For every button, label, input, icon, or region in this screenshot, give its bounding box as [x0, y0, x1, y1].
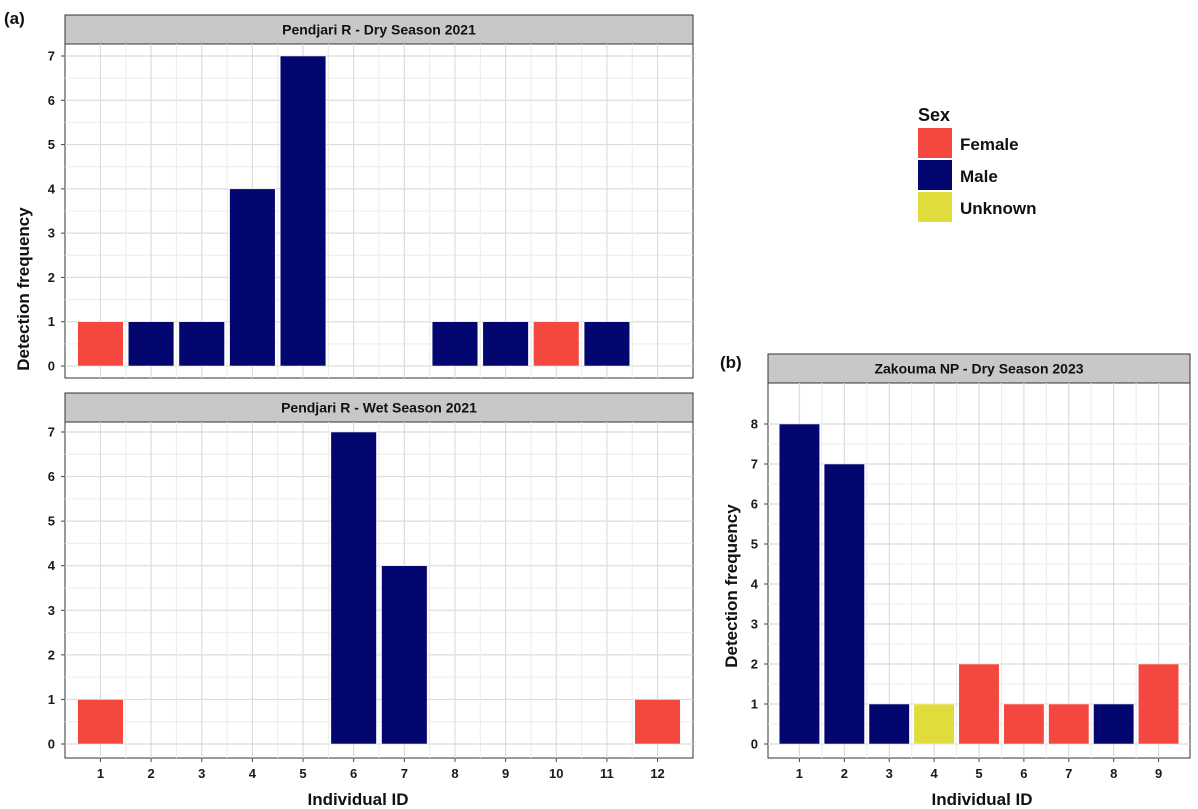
bar-8: [1093, 703, 1135, 745]
bar-3: [868, 703, 910, 745]
bar-5: [958, 663, 1000, 745]
bar-2: [823, 463, 865, 745]
x-tick-label: 7: [1065, 766, 1072, 781]
charts: Pendjari R - Dry Season 202101234567Pend…: [48, 14, 1191, 781]
bar-1: [778, 423, 820, 745]
x-tick-label: 4: [249, 766, 257, 781]
y-tick-label: 1: [48, 314, 55, 329]
y-tick-label: 3: [48, 603, 55, 618]
x-tick-label: 10: [549, 766, 563, 781]
y-tick-label: 2: [48, 270, 55, 285]
x-tick-label: 9: [502, 766, 509, 781]
panel-tag-b: (b): [720, 353, 742, 372]
legend-label-unknown: Unknown: [960, 199, 1037, 218]
bar-1: [77, 321, 124, 367]
bar-10: [533, 321, 580, 367]
y-tick-label: 6: [48, 469, 55, 484]
bar-9: [482, 321, 529, 367]
y-tick-label: 0: [48, 737, 55, 752]
y-tick-label: 7: [48, 425, 55, 440]
x-tick-label: 2: [841, 766, 848, 781]
y-tick-label: 3: [48, 226, 55, 241]
x-tick-label: 1: [796, 766, 803, 781]
y-tick-label: 2: [48, 647, 55, 662]
bar-1: [77, 699, 124, 745]
bar-6: [1003, 703, 1045, 745]
x-tick-label: 3: [886, 766, 893, 781]
bar-4: [229, 188, 276, 367]
x-tick-label: 7: [401, 766, 408, 781]
y-tick-label: 4: [48, 181, 56, 196]
strip-header: [767, 353, 1191, 384]
x-tick-label: 8: [451, 766, 458, 781]
x-tick-label: 6: [350, 766, 357, 781]
bar-12: [634, 699, 681, 745]
legend-label-male: Male: [960, 167, 998, 186]
y-tick-label: 1: [751, 697, 758, 712]
y-tick-label: 6: [48, 93, 55, 108]
panel-b-ylabel: Detection frequency: [722, 504, 741, 668]
y-tick-label: 2: [751, 657, 758, 672]
legend-swatch-unknown: [918, 192, 952, 222]
y-tick-label: 8: [751, 417, 758, 432]
bar-4: [913, 703, 955, 745]
x-tick-label: 5: [975, 766, 982, 781]
chart-title: Pendjari R - Dry Season 2021: [282, 22, 476, 38]
y-tick-label: 7: [48, 49, 55, 64]
bar-3: [178, 321, 225, 367]
bar-2: [128, 321, 175, 367]
legend-swatch-female: [918, 128, 952, 158]
legend-swatch-male: [918, 160, 952, 190]
y-tick-label: 0: [48, 359, 55, 374]
y-tick-label: 6: [751, 497, 758, 512]
panel-a-dry: Pendjari R - Dry Season 2021 0 1 2 3 4 5 6 7: [48, 14, 694, 379]
strip-header: [64, 14, 694, 45]
x-tick-label: 6: [1020, 766, 1027, 781]
chart-title: Zakouma NP - Dry Season 2023: [874, 361, 1083, 377]
chart-title: Pendjari R - Wet Season 2021: [281, 400, 477, 416]
bar-6: [330, 431, 377, 745]
y-tick-label: 3: [751, 617, 758, 632]
bar-8: [431, 321, 479, 367]
x-tick-label: 3: [198, 766, 205, 781]
bar-5: [279, 55, 327, 367]
y-tick-label: 5: [48, 137, 55, 152]
x-tick-label: 2: [147, 766, 154, 781]
legend: Sex Female Male Unknown: [918, 105, 1037, 222]
bar-9: [1138, 663, 1180, 745]
panel-a-ylabel: Detection frequency: [14, 207, 33, 371]
y-tick-label: 4: [48, 558, 56, 573]
panel-a-xlabel: Individual ID: [307, 790, 408, 809]
x-tick-label: 9: [1155, 766, 1162, 781]
panel-b-xlabel: Individual ID: [931, 790, 1032, 809]
legend-title: Sex: [918, 105, 950, 125]
x-tick-label: 4: [930, 766, 938, 781]
x-tick-label: 12: [650, 766, 664, 781]
legend-label-female: Female: [960, 135, 1019, 154]
panel-b: Zakouma NP - Dry Season 2023 0 1 2 3 4 5 6 7 8 1 2 3…: [751, 353, 1191, 781]
y-tick-label: 5: [751, 537, 758, 552]
bar-11: [583, 321, 630, 367]
strip-header: [64, 392, 694, 423]
bar-7: [381, 565, 428, 745]
x-tick-label: 11: [600, 766, 614, 781]
y-tick-label: 0: [751, 737, 758, 752]
x-tick-label: 5: [299, 766, 306, 781]
y-tick-label: 5: [48, 514, 55, 529]
bar-7: [1048, 703, 1090, 745]
panel-tag-a: (a): [4, 9, 25, 28]
y-tick-label: 1: [48, 692, 55, 707]
x-tick-label: 8: [1110, 766, 1117, 781]
x-tick-label: 1: [97, 766, 104, 781]
y-tick-label: 4: [751, 577, 759, 592]
y-tick-label: 7: [751, 457, 758, 472]
